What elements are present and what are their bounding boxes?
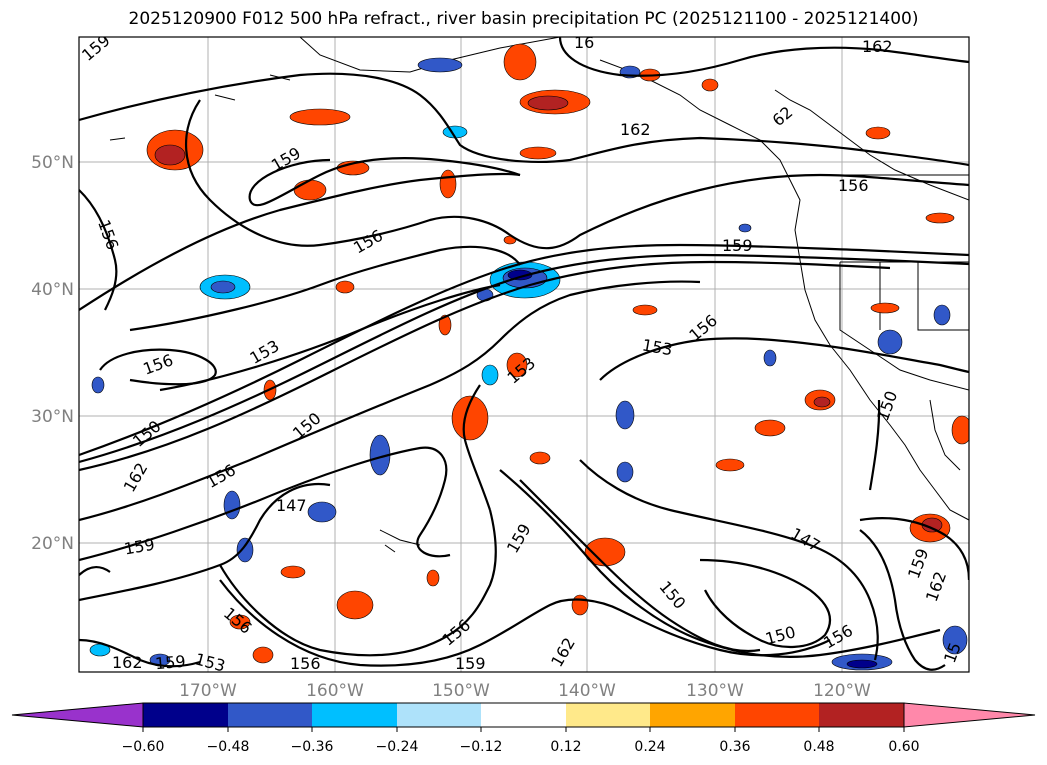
colorbar-tick-label: 0.60 bbox=[888, 739, 919, 755]
lat-label-50n: 50°N bbox=[31, 153, 74, 173]
chart-title: 2025120900 F012 500 hPa refract., river … bbox=[128, 9, 919, 29]
lon-label-150w: 150°W bbox=[432, 681, 490, 701]
contour-label: 159 bbox=[154, 652, 186, 674]
colorbar-segment bbox=[650, 703, 735, 727]
colorbar-segment bbox=[481, 703, 566, 727]
colorbar-segment bbox=[228, 703, 312, 727]
colorbar-segment bbox=[819, 703, 904, 727]
lon-label-130w: 130°W bbox=[686, 681, 744, 701]
colorbar-tick-label: −0.60 bbox=[122, 739, 165, 755]
colorbar-segment bbox=[566, 703, 650, 727]
contour-label: 147 bbox=[276, 496, 307, 515]
colorbar-tick-label: −0.36 bbox=[291, 739, 334, 755]
lon-label-170w: 170°W bbox=[179, 681, 237, 701]
longitude-labels: 170°W 160°W 150°W 140°W 130°W 120°W bbox=[179, 681, 871, 701]
colorbar-extend-low bbox=[11, 702, 144, 728]
contour-label: 156 bbox=[290, 654, 321, 673]
colorbar-tick-label: −0.48 bbox=[207, 739, 250, 755]
colorbar-extend-high bbox=[903, 702, 1036, 728]
map-panel: 159 16 162 162 62 159 156 156 159 156 15… bbox=[79, 33, 969, 675]
colorbar-frame bbox=[142, 702, 905, 728]
colorbar-tick-label: 0.24 bbox=[634, 739, 665, 755]
lat-label-30n: 30°N bbox=[31, 407, 74, 427]
colorbar-tick-label: −0.24 bbox=[376, 739, 419, 755]
colorbar-tick-label: 0.48 bbox=[803, 739, 834, 755]
contour-label: 153 bbox=[193, 649, 227, 675]
colorbar-segment bbox=[312, 703, 397, 727]
colorbar: −0.60 −0.48 −0.36 −0.24 −0.12 0.12 0.24 … bbox=[11, 702, 1036, 755]
contour-label: 159 bbox=[455, 654, 486, 673]
colorbar-tick-label: 0.36 bbox=[719, 739, 750, 755]
contour-label: 162 bbox=[112, 653, 143, 672]
contour-label: 16 bbox=[574, 33, 594, 52]
colorbar-segment bbox=[735, 703, 819, 727]
refractivity-contours bbox=[79, 37, 969, 671]
colorbar-tick-label: −0.12 bbox=[460, 739, 503, 755]
lon-label-160w: 160°W bbox=[306, 681, 364, 701]
map-frame bbox=[78, 36, 970, 673]
contour-label: 162 bbox=[620, 120, 651, 139]
latitude-labels: 50°N 40°N 30°N 20°N bbox=[31, 153, 74, 554]
coastline bbox=[109, 37, 969, 553]
lat-label-40n: 40°N bbox=[31, 280, 74, 300]
contour-label: 159 bbox=[722, 236, 753, 255]
contour-label: 162 bbox=[862, 37, 893, 56]
colorbar-segment bbox=[397, 703, 481, 727]
lon-label-120w: 120°W bbox=[813, 681, 871, 701]
colorbar-tick-label: 0.12 bbox=[550, 739, 581, 755]
contour-label: 156 bbox=[838, 176, 869, 195]
lat-label-20n: 20°N bbox=[31, 534, 74, 554]
colorbar-segment bbox=[143, 703, 228, 727]
lon-label-140w: 140°W bbox=[558, 681, 616, 701]
ocean-background bbox=[79, 37, 969, 672]
